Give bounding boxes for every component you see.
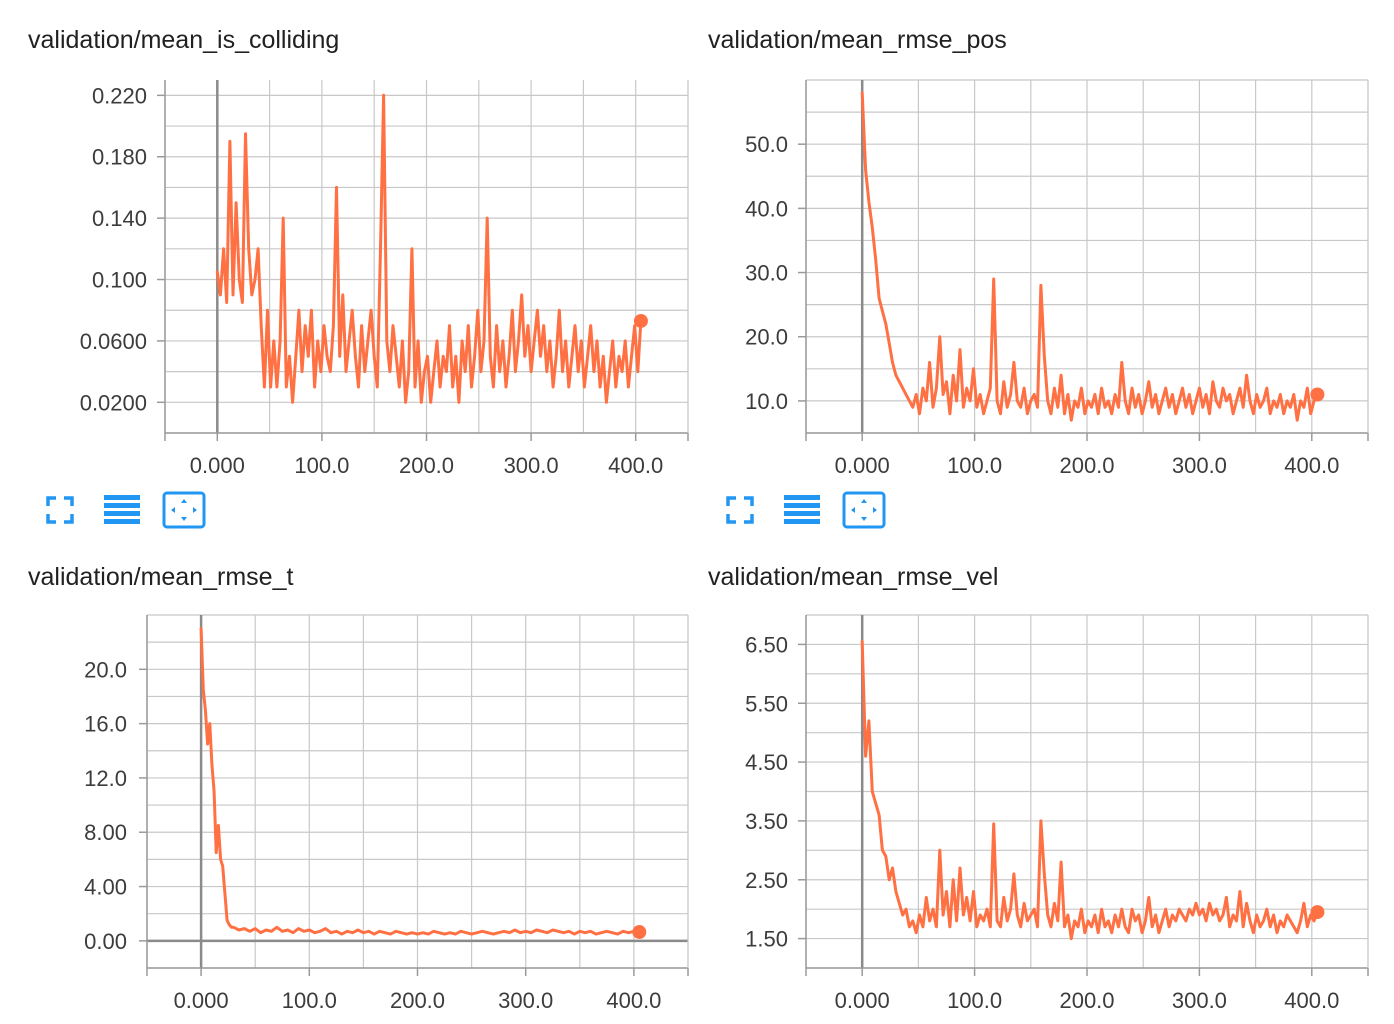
x-tick-label: 0.000 bbox=[174, 988, 229, 1013]
x-tick-label: 300.0 bbox=[498, 988, 553, 1013]
y-tick-label: 20.0 bbox=[745, 325, 788, 350]
y-tick-label: 10.0 bbox=[745, 389, 788, 414]
y-tick-label: 12.0 bbox=[84, 766, 127, 791]
y-tick-label: 50.0 bbox=[745, 132, 788, 157]
x-tick-label: 200.0 bbox=[399, 453, 454, 478]
x-tick-label: 0.000 bbox=[835, 453, 890, 478]
y-tick-label: 20.0 bbox=[84, 657, 127, 682]
y-tick-label: 0.220 bbox=[92, 83, 147, 108]
y-tick-label: 2.50 bbox=[745, 868, 788, 893]
x-tick-label: 400.0 bbox=[606, 988, 661, 1013]
x-tick-label: 300.0 bbox=[1172, 453, 1227, 478]
chart-title: validation/mean_rmse_pos bbox=[708, 26, 1007, 54]
y-tick-label: 0.00 bbox=[84, 929, 127, 954]
chart-title: validation/mean_is_colliding bbox=[28, 26, 340, 54]
y-tick-label: 5.50 bbox=[745, 691, 788, 716]
series-end-point bbox=[632, 925, 647, 940]
y-tick-label: 0.180 bbox=[92, 145, 147, 170]
chart-title: validation/mean_rmse_t bbox=[28, 563, 294, 591]
chart-toolbar bbox=[38, 491, 206, 529]
series-line bbox=[860, 640, 1319, 941]
x-tick-label: 100.0 bbox=[947, 453, 1002, 478]
series-end-point bbox=[633, 313, 648, 328]
y-tick-label: 30.0 bbox=[745, 261, 788, 286]
x-tick-label: 0.000 bbox=[835, 988, 890, 1013]
expand-button[interactable] bbox=[718, 491, 762, 529]
y-tick-label: 4.50 bbox=[745, 750, 788, 775]
list-icon bbox=[104, 495, 140, 524]
y-tick-label: 6.50 bbox=[745, 632, 788, 657]
x-tick-label: 200.0 bbox=[1059, 453, 1114, 478]
y-tick-label: 4.00 bbox=[84, 875, 127, 900]
x-tick-label: 100.0 bbox=[294, 453, 349, 478]
expand-icon bbox=[46, 496, 74, 524]
x-tick-label: 200.0 bbox=[390, 988, 445, 1013]
y-tick-label: 0.0200 bbox=[80, 390, 147, 415]
x-tick-label: 100.0 bbox=[947, 988, 1002, 1013]
series-line bbox=[860, 91, 1319, 422]
x-tick-label: 400.0 bbox=[1284, 453, 1339, 478]
y-tick-label: 0.140 bbox=[92, 206, 147, 231]
y-tick-label: 3.50 bbox=[745, 809, 788, 834]
fit-domain-icon bbox=[162, 491, 206, 529]
fit-domain-icon bbox=[842, 491, 886, 529]
y-tick-label: 0.100 bbox=[92, 268, 147, 293]
x-tick-label: 0.000 bbox=[190, 453, 245, 478]
series-line bbox=[215, 93, 643, 404]
y-tick-label: 16.0 bbox=[84, 712, 127, 737]
x-tick-label: 100.0 bbox=[282, 988, 337, 1013]
expand-button[interactable] bbox=[38, 491, 82, 529]
x-tick-label: 300.0 bbox=[504, 453, 559, 478]
y-tick-label: 1.50 bbox=[745, 927, 788, 952]
chart-toolbar bbox=[718, 491, 886, 529]
x-tick-label: 400.0 bbox=[1284, 988, 1339, 1013]
y-tick-label: 8.00 bbox=[84, 820, 127, 845]
y-tick-label: 0.0600 bbox=[80, 329, 147, 354]
x-tick-label: 200.0 bbox=[1059, 988, 1114, 1013]
list-icon bbox=[784, 495, 820, 524]
series-end-point bbox=[1310, 905, 1325, 920]
series-line bbox=[199, 627, 641, 936]
y-tick-label: 40.0 bbox=[745, 196, 788, 221]
toggle-y-log-button[interactable] bbox=[780, 491, 824, 529]
fit-domain-button[interactable] bbox=[162, 491, 206, 529]
chart-title: validation/mean_rmse_vel bbox=[708, 563, 999, 591]
fit-domain-button[interactable] bbox=[842, 491, 886, 529]
toggle-y-log-button[interactable] bbox=[100, 491, 144, 529]
series-end-point bbox=[1310, 387, 1325, 402]
expand-icon bbox=[726, 496, 754, 524]
x-tick-label: 300.0 bbox=[1172, 988, 1227, 1013]
x-tick-label: 400.0 bbox=[608, 453, 663, 478]
